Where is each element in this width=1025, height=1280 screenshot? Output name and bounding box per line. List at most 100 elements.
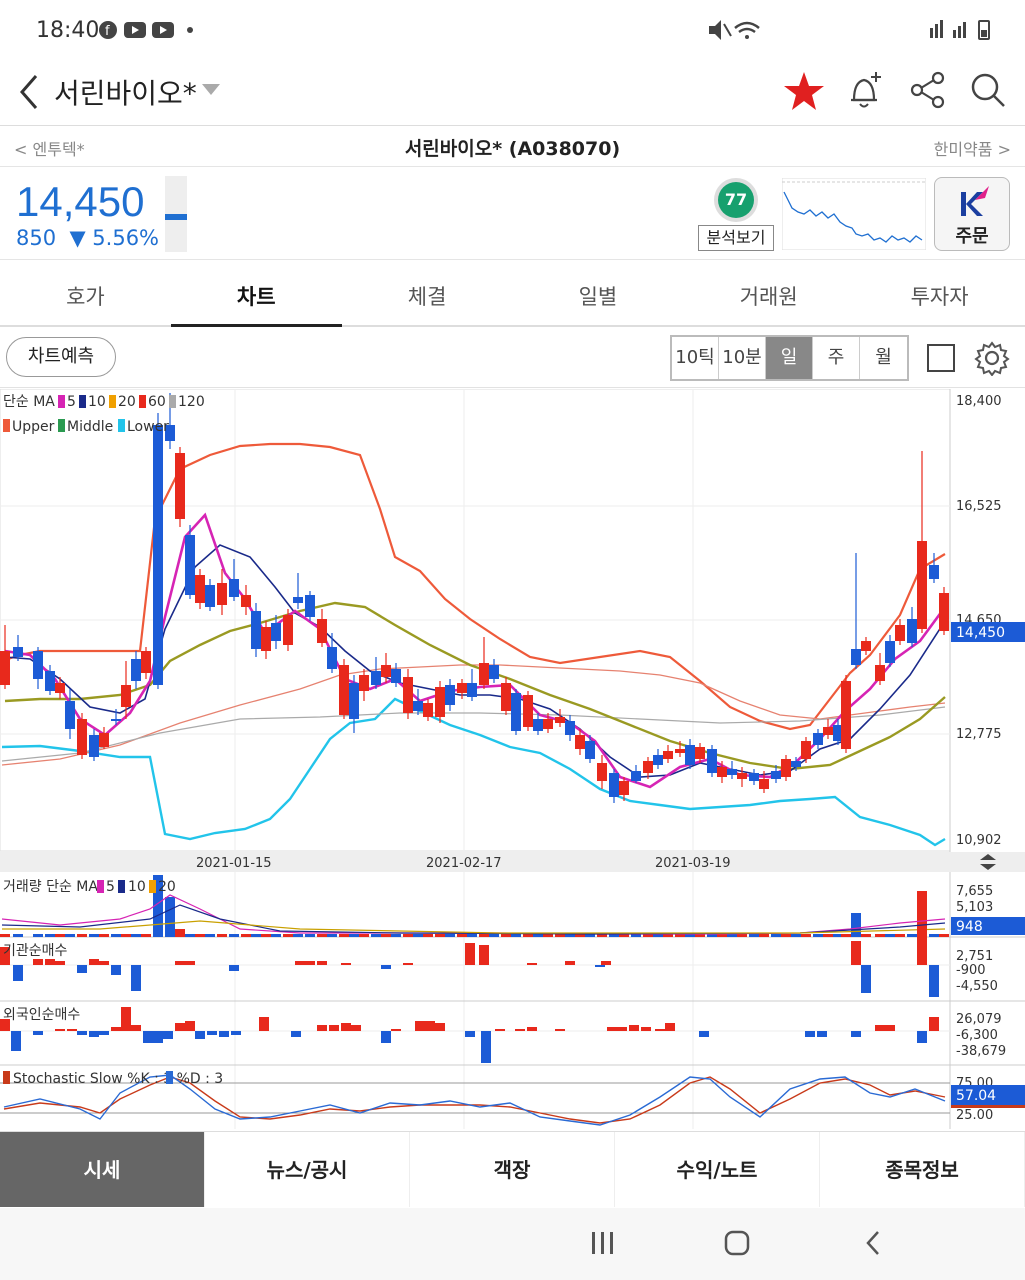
- notification-icons: f: [99, 21, 193, 39]
- prev-stock-link[interactable]: < 엔투텍*: [14, 140, 85, 159]
- stoch-k-line: [3, 1074, 946, 1126]
- stock-name-code: 서린바이오* (A038070): [404, 138, 621, 160]
- expand-up-icon: [980, 854, 996, 860]
- alarm-bell-icon[interactable]: [846, 68, 886, 112]
- order-label: 주문: [955, 226, 989, 247]
- period-10tick[interactable]: 10틱: [672, 337, 719, 379]
- back-arrow-icon[interactable]: [14, 72, 44, 112]
- ma-legend-item: 60: [148, 394, 166, 410]
- stoch-d-line: [3, 1076, 946, 1124]
- settings-gear-icon[interactable]: [974, 340, 1010, 376]
- bottom-tab-news[interactable]: 뉴스/공시: [205, 1132, 410, 1207]
- expand-down-icon: [980, 864, 996, 870]
- volume-axis-label: 5,103: [956, 900, 993, 915]
- tab-trades[interactable]: 체결: [407, 285, 447, 309]
- chevron-down-icon[interactable]: [200, 82, 222, 98]
- volume-tag-label: 948: [956, 919, 983, 935]
- stoch-tag: [951, 1085, 1025, 1105]
- ma-legend-label: 단순 MA: [3, 394, 55, 410]
- price-candles: [0, 393, 949, 803]
- chart-canvas[interactable]: 18,400 16,525 14,650 12,775 10,902 14,45…: [0, 388, 1025, 1129]
- system-nav-bar: [0, 1208, 1025, 1280]
- bollinger-lower-line: [1, 697, 946, 847]
- tab-brokers[interactable]: 거래원: [739, 285, 798, 309]
- stoch-tag-label: 57.04: [956, 1088, 996, 1104]
- price-axis-label: 18,400: [956, 394, 1002, 409]
- analysis-button[interactable]: 분석보기: [698, 225, 774, 251]
- volume-legend-item: 10: [128, 879, 146, 895]
- score-ring[interactable]: 77: [714, 178, 758, 222]
- checkbox-icon[interactable]: [926, 343, 956, 373]
- svg-text:f: f: [105, 24, 110, 39]
- volume-legend: 거래량 단순 MA 5 10 20: [3, 879, 176, 895]
- date-label: 2021-02-17: [426, 856, 502, 871]
- status-bar: 18:40 f: [0, 0, 1025, 60]
- period-week[interactable]: 주: [813, 337, 860, 379]
- period-month[interactable]: 월: [875, 347, 892, 368]
- next-stock-label: 한미약품: [933, 140, 993, 159]
- bottom-tab-profit[interactable]: 수익/노트: [615, 1132, 820, 1207]
- volume-axis-label: 7,655: [956, 884, 993, 899]
- ma120-line: [1, 706, 946, 762]
- prev-stock-label: 엔투텍*: [32, 140, 85, 159]
- bollinger-upper-line: [1, 442, 946, 731]
- stock-navigation-bar: < 엔투텍* 서린바이오* (A038070) 한미약품 >: [0, 127, 1025, 167]
- change-rate: 5.56%: [92, 226, 160, 250]
- search-icon[interactable]: [968, 70, 1008, 110]
- foreign-bars: [0, 1007, 939, 1063]
- recent-apps-icon[interactable]: [588, 1230, 618, 1258]
- date-label: 2021-03-19: [655, 856, 731, 871]
- score-value: 77: [718, 182, 754, 218]
- period-selector: 10틱 10분 일 주 월: [670, 335, 909, 381]
- period-10min[interactable]: 10분: [719, 337, 766, 379]
- price-summary: 14,450 850 ▼ 5.56% 77 분석보기 주문: [0, 168, 1025, 260]
- date-axis: [0, 852, 1025, 872]
- bottom-tab-info[interactable]: 종목정보: [820, 1132, 1025, 1207]
- foreign-label: 외국인순매수: [3, 1007, 80, 1023]
- volume-legend-item: 5: [106, 879, 115, 895]
- inst-axis-label: -900: [956, 963, 986, 978]
- chart-predict-button[interactable]: 차트예측: [6, 337, 116, 377]
- k-logo-icon: [961, 186, 989, 216]
- favorite-star-icon[interactable]: [782, 70, 826, 112]
- volume-bars: [0, 875, 949, 937]
- foreign-axis-label: -6,300: [956, 1028, 998, 1043]
- next-stock-link[interactable]: 한미약품 >: [933, 140, 1011, 159]
- institution-bars: [0, 929, 939, 997]
- stock-chart[interactable]: 18,400 16,525 14,650 12,775 10,902 14,45…: [0, 388, 1025, 1129]
- current-price-tag: [951, 622, 1025, 642]
- stochastic-label: Stochastic Slow %K : 3 %D : 3: [13, 1071, 223, 1087]
- share-icon[interactable]: [908, 70, 948, 110]
- price-axis-label: 12,775: [956, 727, 1002, 742]
- change-amount: 850: [16, 226, 57, 250]
- inst-axis-label: -4,550: [956, 979, 998, 994]
- tab-hoga[interactable]: 호가: [66, 285, 105, 309]
- tab-chart[interactable]: 차트: [170, 261, 342, 327]
- back-nav-icon[interactable]: [860, 1228, 888, 1260]
- tab-daily[interactable]: 일별: [578, 285, 618, 309]
- ma-legend-item: 120: [178, 394, 205, 410]
- stock-title[interactable]: 서린바이오*: [54, 77, 197, 110]
- price-range-bar: [165, 176, 187, 252]
- main-tabs: 호가 차트 체결 일별 거래원 투자자: [0, 261, 1025, 327]
- institution-label: 기관순매수: [3, 943, 68, 959]
- period-day[interactable]: 일: [766, 337, 813, 379]
- volume-tag: [951, 917, 1025, 935]
- volume-legend-item: 20: [158, 879, 176, 895]
- date-label: 2021-01-15: [196, 856, 272, 871]
- bollinger-legend: Upper Middle Lower: [3, 419, 169, 435]
- tab-investors[interactable]: 투자자: [910, 285, 969, 309]
- bottom-tabs: 시세 뉴스/공시 객장 수익/노트 종목정보: [0, 1131, 1025, 1207]
- order-button[interactable]: 주문: [934, 177, 1010, 251]
- bollinger-middle-line: [1, 664, 946, 766]
- bb-legend-item: Lower: [127, 419, 169, 435]
- app-bar: 서린바이오*: [0, 60, 1025, 126]
- bottom-tab-lounge[interactable]: 객장: [410, 1132, 615, 1207]
- current-price: 14,450: [16, 178, 145, 225]
- intraday-sparkline[interactable]: [782, 178, 926, 250]
- down-triangle-icon: ▼: [69, 226, 86, 250]
- price-axis-label: 16,525: [956, 499, 1002, 514]
- bottom-tab-quote[interactable]: 시세: [0, 1132, 205, 1207]
- home-icon[interactable]: [722, 1228, 754, 1260]
- inst-axis-label: 2,751: [956, 949, 993, 964]
